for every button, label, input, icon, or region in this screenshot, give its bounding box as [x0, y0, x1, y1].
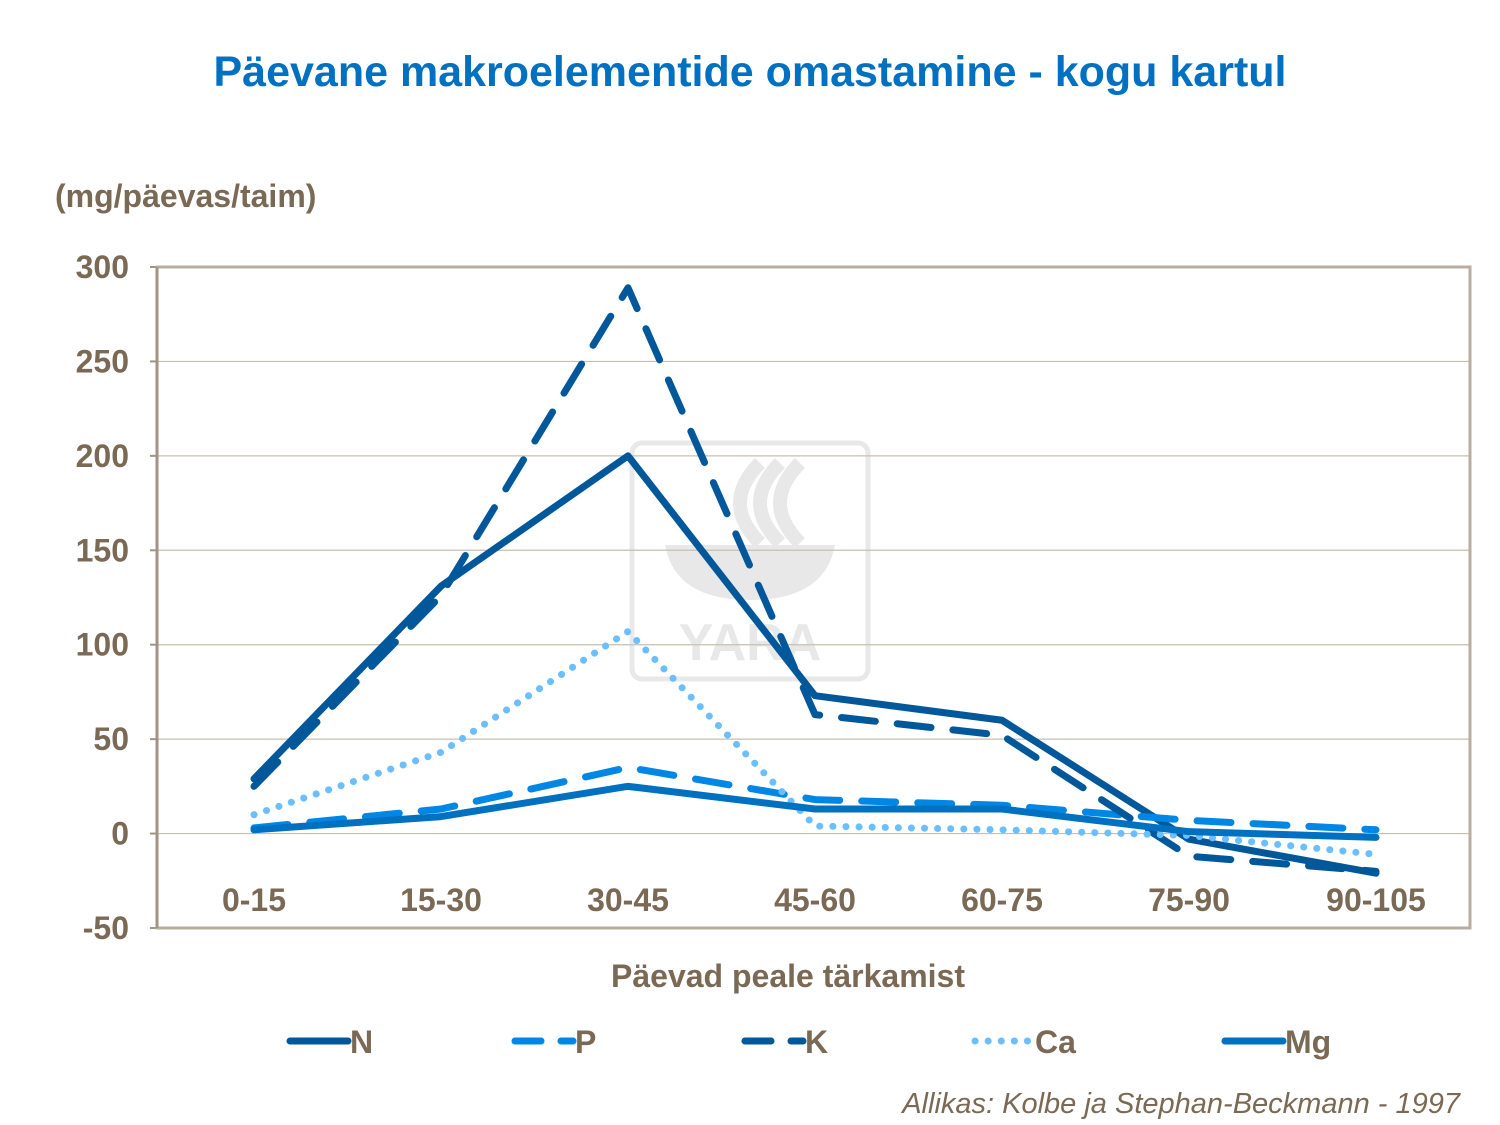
x-tick-label: 30-45 — [587, 882, 669, 918]
watermark-ship — [665, 545, 835, 600]
source-note: Allikas: Kolbe ja Stephan-Beckmann - 199… — [902, 1088, 1460, 1120]
y-tick-label: 100 — [76, 627, 129, 663]
watermark-frame — [629, 440, 871, 682]
y-tick-label: 300 — [76, 249, 129, 285]
plot-frame — [155, 265, 1472, 930]
legend-label-Ca: Ca — [1035, 1024, 1076, 1060]
legend-label-P: P — [575, 1024, 596, 1060]
watermark-sail — [733, 458, 766, 548]
x-tick-label: 90-105 — [1326, 882, 1426, 918]
watermark-sail — [753, 458, 786, 548]
watermark-sail — [773, 458, 806, 548]
x-tick-label: 75-90 — [1148, 882, 1230, 918]
y-tick-label: 250 — [76, 343, 129, 379]
x-tick-label: 60-75 — [961, 882, 1043, 918]
watermark-logo: YARA — [629, 440, 871, 682]
x-tick-label: 15-30 — [400, 882, 482, 918]
y-tick-label: -50 — [83, 910, 129, 946]
x-tick-label: 0-15 — [222, 882, 286, 918]
legend-label-Mg: Mg — [1285, 1024, 1331, 1060]
y-tick-label: 150 — [76, 532, 129, 568]
y-tick-label: 50 — [93, 721, 129, 757]
legend-label-K: K — [805, 1024, 828, 1060]
y-axis-label: (mg/päevas/taim) — [55, 178, 317, 214]
watermark-text: YARA — [679, 614, 822, 672]
x-tick-label: 45-60 — [774, 882, 856, 918]
chart-title: Päevane makroelementide omastamine - kog… — [213, 48, 1287, 96]
legend-label-N: N — [350, 1024, 373, 1060]
x-axis-label: Päevad peale tärkamist — [611, 958, 965, 994]
y-tick-label: 200 — [76, 438, 129, 474]
y-tick-label: 0 — [111, 816, 129, 852]
